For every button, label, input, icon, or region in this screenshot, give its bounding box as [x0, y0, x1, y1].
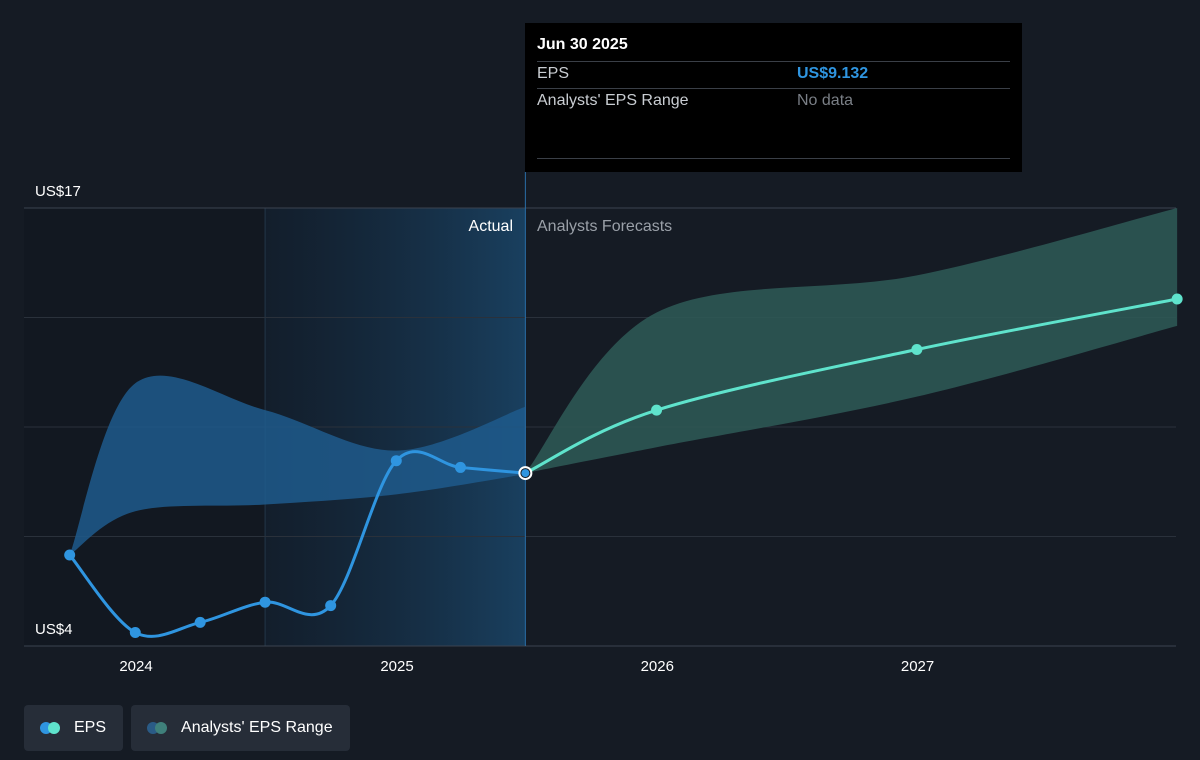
x-tick-label-2025: 2025 — [380, 658, 413, 675]
eps-forecast-point — [1171, 293, 1183, 305]
forecast-section-label: Analysts Forecasts — [537, 218, 672, 235]
x-axis-ticks: 2024 2025 2026 2027 — [119, 658, 934, 675]
x-tick-label-2026: 2026 — [641, 658, 674, 675]
range-areas — [69, 172, 1178, 646]
eps-point — [194, 616, 206, 628]
eps-point — [129, 627, 141, 639]
eps-current-point-inner — [521, 469, 530, 478]
past-eps-range-area — [69, 375, 526, 556]
legend-range-dot-forecast — [155, 722, 168, 734]
eps-forecast-point — [911, 344, 923, 356]
eps-point — [454, 461, 466, 473]
tooltip-divider — [537, 158, 1010, 159]
legend-item-eps[interactable]: EPS — [24, 705, 124, 751]
legend-item-range[interactable]: Analysts' EPS Range — [131, 705, 350, 751]
x-tick-label-2027: 2027 — [901, 658, 934, 675]
y-axis-top-label: US$17 — [35, 183, 81, 200]
x-tick-label-2024: 2024 — [119, 658, 152, 675]
axis-labels: US$17 US$4 Actual Analysts Forecasts — [35, 183, 672, 638]
eps-point — [259, 596, 271, 608]
legend-eps-label: EPS — [74, 719, 107, 736]
eps-point — [325, 600, 337, 612]
tooltip-eps-label: EPS — [537, 65, 570, 82]
legend-range-swatch — [147, 722, 171, 734]
eps-forecast-point — [651, 404, 663, 416]
eps-point — [390, 455, 402, 467]
hover-tooltip: Jun 30 2025 EPS US$9.132 Analysts' EPS R… — [525, 23, 1022, 172]
series-points — [64, 293, 1183, 639]
tooltip-eps-value: US$9.132 — [797, 65, 869, 82]
tooltip-eps-row: EPS US$9.132 — [537, 61, 1010, 88]
tooltip-range-label: Analysts' EPS Range — [537, 92, 689, 109]
tooltip-date: Jun 30 2025 — [537, 36, 628, 53]
legend-range-label: Analysts' EPS Range — [181, 719, 333, 736]
eps-forecast-line — [523, 297, 1179, 475]
tooltip-range-value: No data — [797, 92, 854, 109]
forecast-eps-range-area — [525, 208, 1178, 474]
legend-eps-swatch — [40, 722, 64, 734]
eps-point — [64, 549, 76, 561]
y-axis-bottom-label: US$4 — [35, 621, 73, 638]
chart-legend: EPS Analysts' EPS Range — [24, 705, 350, 751]
legend-eps-dot-forecast — [48, 722, 60, 734]
tooltip-range-row: Analysts' EPS Range No data — [537, 88, 1010, 115]
actual-section-label: Actual — [469, 218, 513, 235]
